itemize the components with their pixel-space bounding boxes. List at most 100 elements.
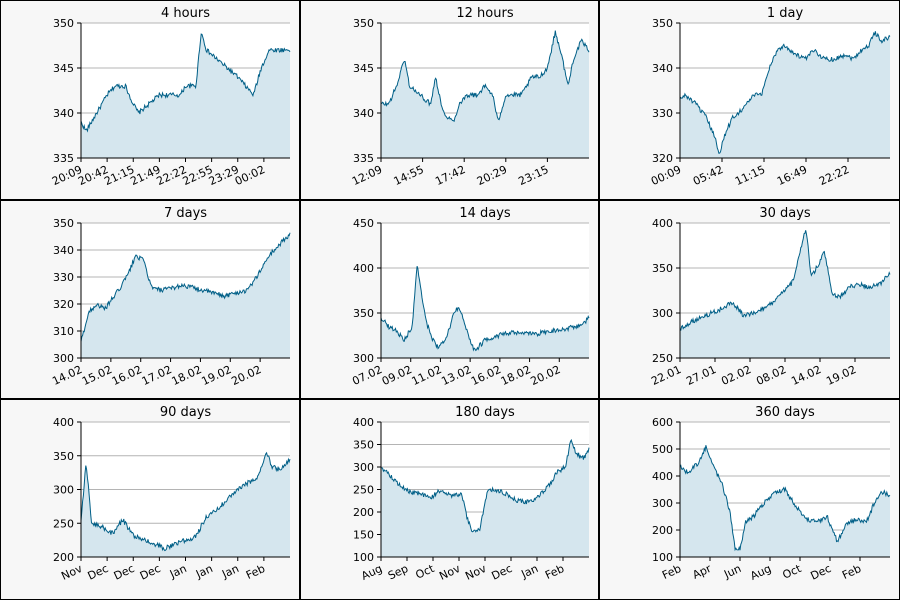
y-tick-label: 350 (53, 450, 74, 463)
x-tick-label: 02.02 (719, 363, 753, 388)
chart-panel: 360 days 100 200 300 400 500 600 Feb Apr Jun Aug Oc… (600, 400, 899, 599)
chart-title: 180 days (455, 405, 515, 420)
series-line (679, 445, 891, 552)
series-area (81, 452, 290, 557)
y-tick-label: 100 (353, 551, 374, 564)
chart-title: 14 days (459, 206, 511, 221)
y-tick-label: 100 (652, 551, 673, 564)
x-tick-label: Jan (167, 562, 189, 581)
x-tick-label: 20.02 (529, 363, 563, 388)
x-tick-label: 20.02 (229, 363, 263, 388)
y-tick-label: 250 (53, 517, 74, 530)
y-tick-label: 500 (652, 443, 673, 456)
y-tick-label: 300 (53, 484, 74, 497)
chart-svg: 4 hours33534034535020:0920:4221:1521:492… (50, 6, 291, 188)
x-tick-label: 18.02 (499, 363, 533, 388)
x-tick-label: 14:55 (392, 163, 426, 188)
y-tick-label: 300 (353, 461, 374, 474)
y-tick-label: 200 (652, 524, 673, 537)
x-tick-label: 18.02 (170, 363, 204, 388)
chart-panel: 14 days 300 350 400 450 07.02 09.02 11.02 13.02 1… (301, 201, 600, 400)
y-tick-label: 250 (353, 484, 374, 497)
series-line (380, 266, 590, 352)
y-tick-label: 250 (652, 352, 673, 365)
x-tick-label: 23:15 (516, 163, 550, 188)
x-tick-label: 15.02 (80, 363, 114, 388)
x-tick-label: Feb (543, 562, 566, 582)
x-tick-label: 13.02 (439, 363, 473, 388)
x-tick-label: 14.02 (789, 363, 823, 388)
x-tick-label: 17.02 (140, 363, 174, 388)
x-tick-label: 16:49 (775, 163, 809, 188)
chart-title: 7 days (164, 206, 207, 221)
y-tick-label: 350 (652, 17, 673, 30)
x-tick-label: Nov (59, 562, 84, 583)
series-line (679, 230, 891, 331)
series-line (679, 31, 891, 154)
y-tick-label: 350 (353, 17, 374, 30)
y-tick-label: 320 (652, 152, 673, 165)
x-tick-label: 09.02 (380, 363, 414, 388)
chart-panel: 1 day 320 330 340 350 00:09 05:42 11:15 16:49 22:… (600, 1, 899, 201)
x-tick-label: Feb (660, 562, 683, 582)
chart-title: 1 day (767, 6, 804, 21)
x-tick-label: 07.02 (350, 363, 384, 388)
x-tick-label: 05:42 (691, 163, 725, 188)
y-tick-label: 340 (53, 244, 74, 257)
series-area (81, 34, 290, 158)
x-tick-label: Sep (386, 562, 410, 583)
chart-panel: 30 days 250 300 350 400 22.01 27.01 02.02 08.02 1… (600, 201, 899, 400)
x-tick-label: 16.02 (110, 363, 144, 388)
y-tick-label: 400 (652, 470, 673, 483)
x-tick-label: Jan (193, 562, 215, 581)
y-tick-label: 345 (353, 62, 374, 75)
x-tick-label: 27.01 (684, 363, 718, 388)
x-tick-label: 00:09 (649, 163, 683, 188)
y-tick-label: 200 (53, 551, 74, 564)
x-tick-label: Nov (437, 562, 462, 583)
chart-svg: 12 hours 335 340 345 350 12:09 14:55 17:42 20:29… (350, 6, 590, 188)
chart-panel: 7 days 300 310 320 330 340 350 14.02 15.02 16.02 1… (1, 201, 301, 400)
x-tick-label: 12:09 (350, 163, 384, 188)
chart-title: 12 hours (456, 6, 513, 21)
chart-panel: 4 hours 335 340 345 350 20:09 20:42 21:15 21:49 2… (1, 1, 301, 201)
x-tick-label: Dec (808, 562, 833, 583)
x-tick-label: Aug (359, 562, 384, 583)
chart-panel: 90 days 200 250 300 350 400 Nov Dec Dec Dec Jan Jan… (1, 400, 301, 599)
series-area (381, 440, 589, 557)
y-tick-label: 400 (53, 416, 74, 429)
series-area (381, 30, 589, 159)
y-tick-label: 340 (53, 107, 74, 120)
y-tick-label: 300 (353, 352, 374, 365)
x-tick-label: Oct (781, 562, 804, 582)
series-area (680, 31, 890, 158)
chart-title: 90 days (160, 405, 212, 420)
chart-title: 360 days (755, 405, 815, 420)
x-tick-label: 11:15 (733, 163, 767, 188)
y-tick-label: 400 (652, 217, 673, 230)
y-tick-label: 400 (353, 416, 374, 429)
series-line (380, 30, 590, 123)
y-tick-label: 350 (353, 439, 374, 452)
y-tick-label: 300 (652, 307, 673, 320)
chart-panel: 180 days 100 150 200 250 300 350 400 Aug Sep Oct No… (301, 400, 600, 599)
chart-svg: 7 days30031032033034035014.0215.0216.021… (50, 206, 291, 388)
y-tick-label: 150 (353, 529, 374, 542)
y-tick-label: 345 (53, 62, 74, 75)
x-tick-label: 17:42 (433, 163, 467, 188)
y-tick-label: 450 (353, 217, 374, 230)
x-tick-label: Jan (518, 562, 540, 581)
x-tick-label: 00:02 (233, 163, 267, 188)
chart-svg: 360 days 100 200 300 400 500 600 Feb Apr Jun Aug Oc… (652, 405, 891, 583)
x-tick-label: 22:22 (817, 163, 851, 188)
series-area (81, 232, 290, 358)
series-line (80, 33, 291, 133)
x-tick-label: 11.02 (410, 363, 444, 388)
series-line (80, 451, 291, 552)
chart-title: 30 days (759, 206, 811, 221)
chart-panel: 12 hours 335 340 345 350 12:09 14:55 17:42 20:29… (301, 1, 600, 201)
series-line (80, 232, 291, 342)
